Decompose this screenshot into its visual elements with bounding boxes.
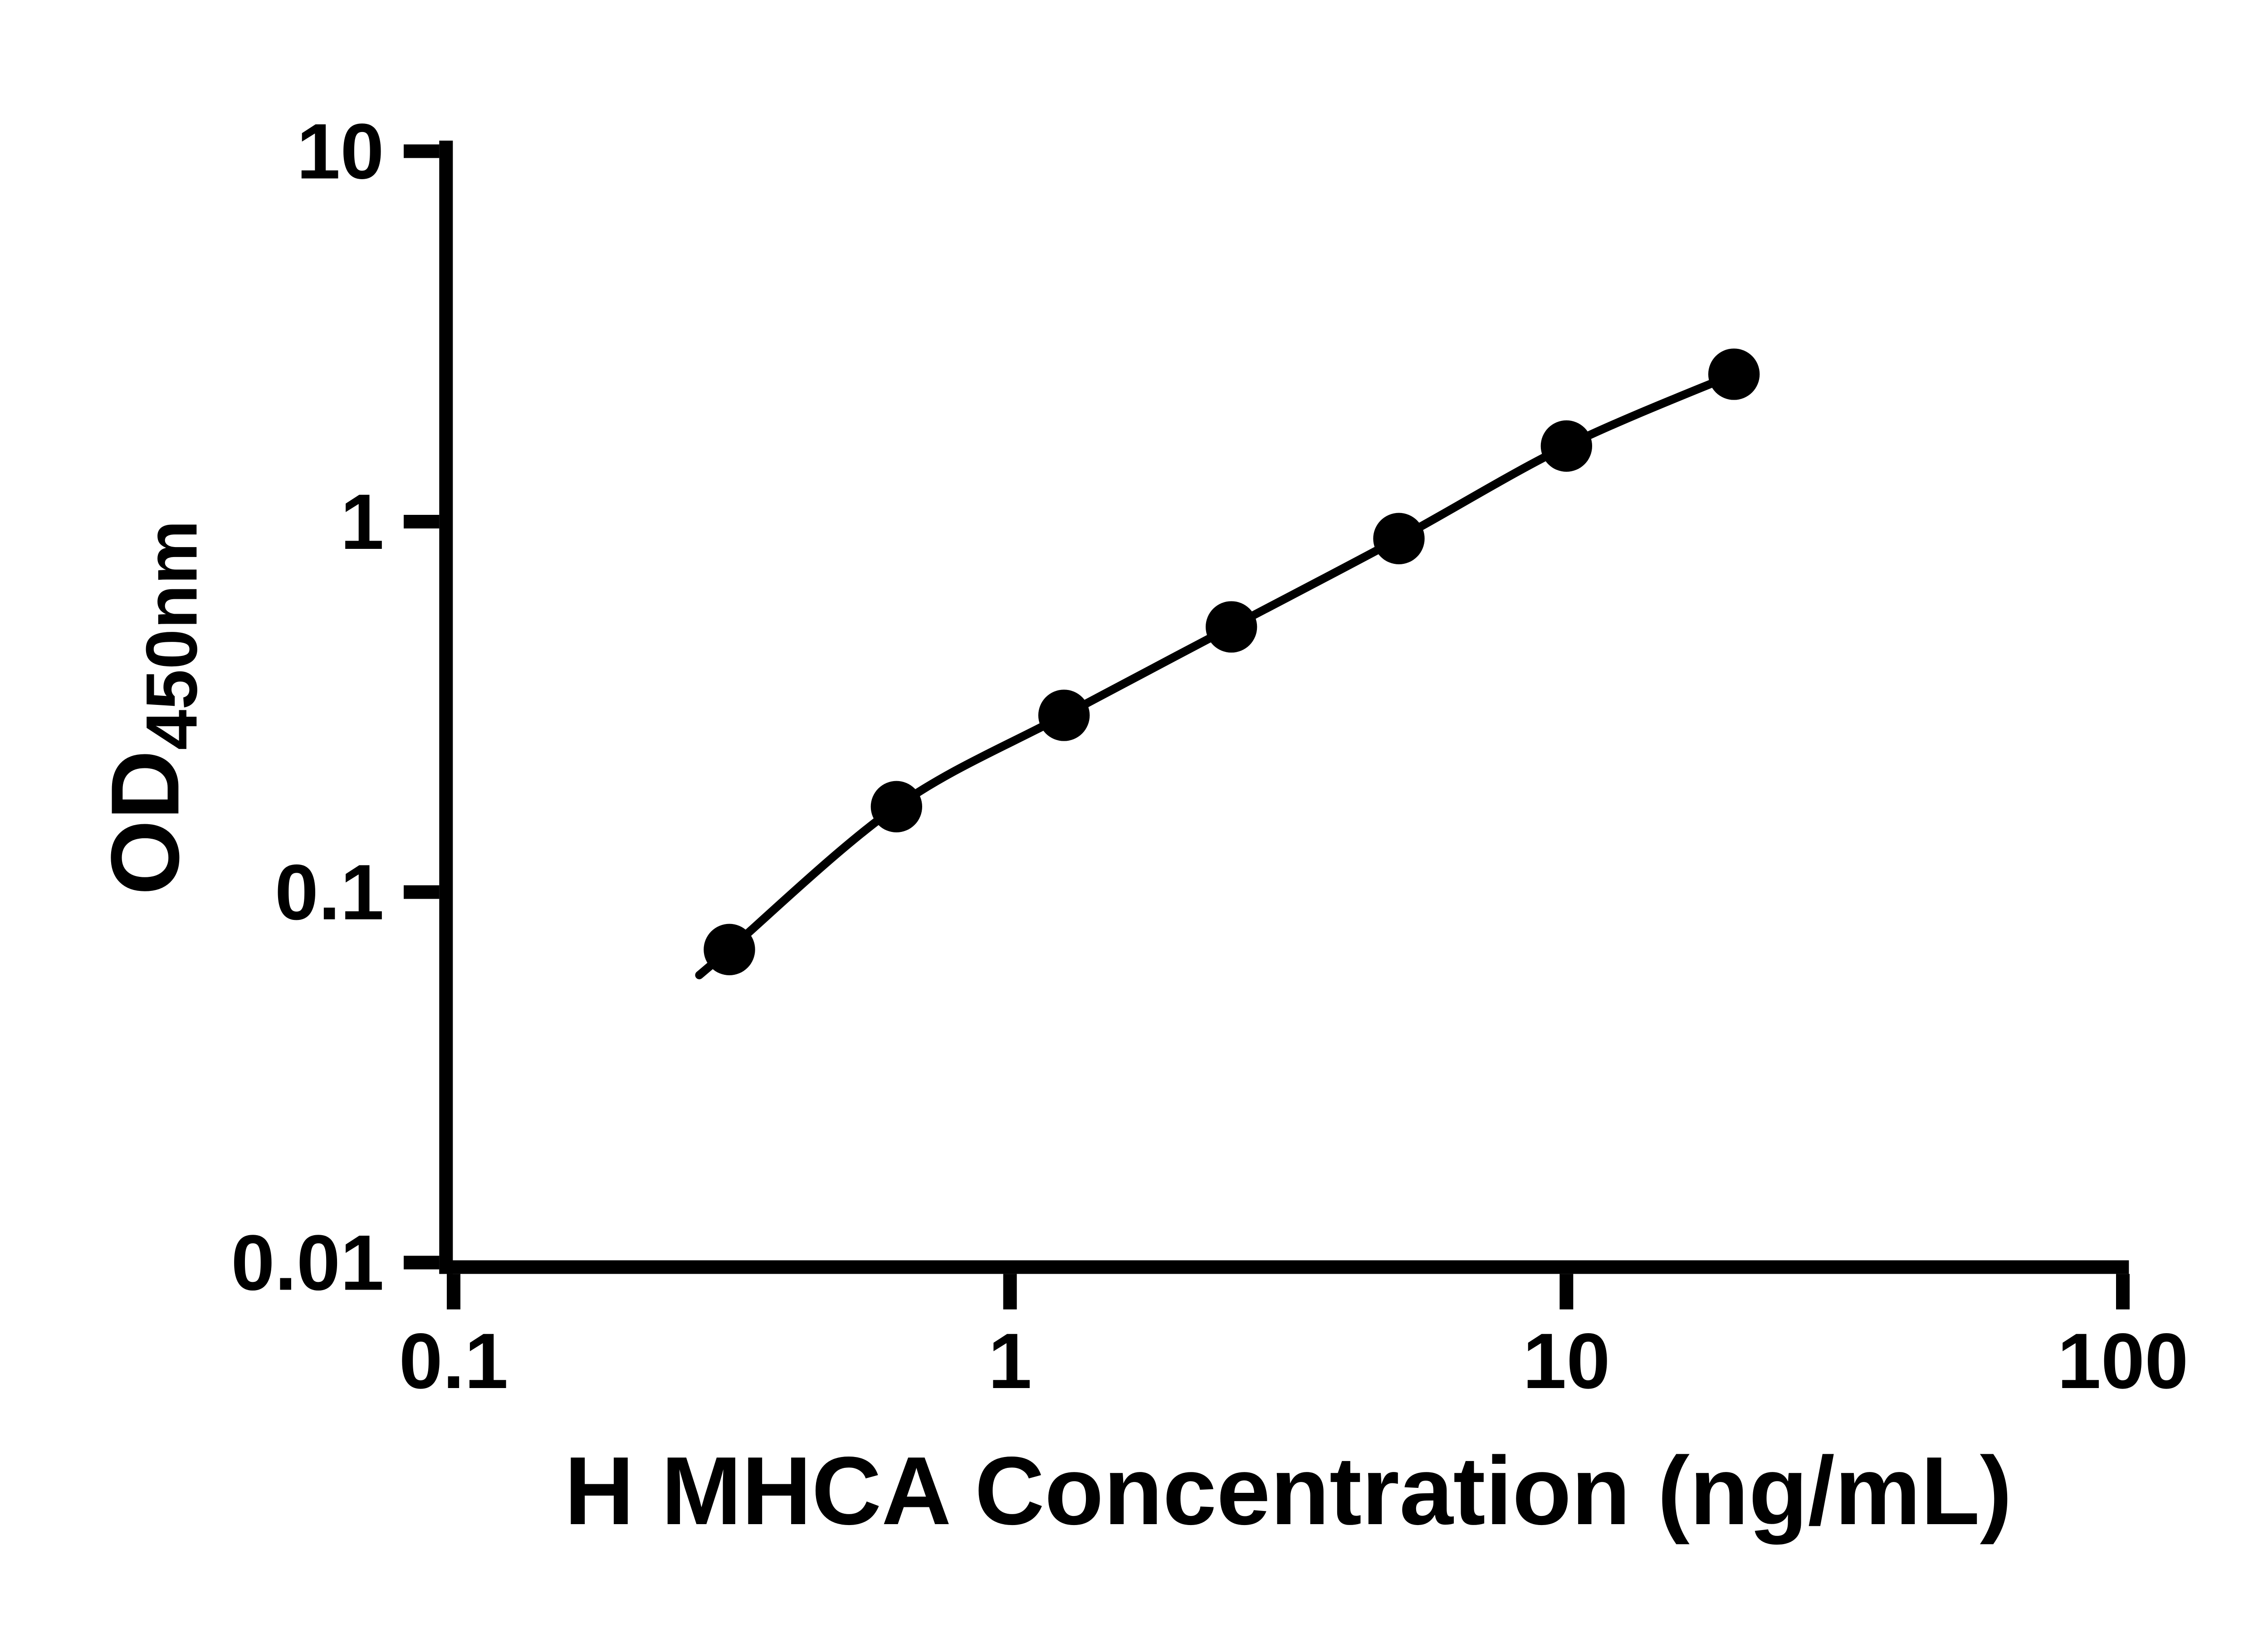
x-axis-ticks: 0.1 1 10 100 bbox=[399, 1274, 2189, 1405]
data-point bbox=[1038, 689, 1090, 741]
data-point bbox=[870, 781, 923, 832]
y-tick-label: 10 bbox=[297, 107, 384, 195]
x-tick-label: 1 bbox=[988, 1317, 1031, 1405]
x-tick-label: 10 bbox=[1523, 1317, 1610, 1405]
y-axis-title: OD450nm bbox=[91, 520, 212, 895]
data-point bbox=[1373, 513, 1425, 564]
y-tick-label: 1 bbox=[340, 478, 384, 566]
x-tick-label: 0.1 bbox=[399, 1317, 508, 1405]
y-tick-label: 0.1 bbox=[275, 848, 384, 936]
y-axis-title-sub: 450nm bbox=[131, 520, 212, 750]
y-tick-label: 0.01 bbox=[231, 1218, 384, 1306]
data-point bbox=[1708, 348, 1760, 400]
y-axis-ticks: 0.01 0.1 1 10 bbox=[231, 107, 440, 1306]
data-point bbox=[1540, 420, 1592, 472]
y-axis-title-main: OD bbox=[91, 750, 199, 895]
data-point bbox=[1206, 601, 1257, 653]
data-point bbox=[704, 924, 755, 975]
series-group bbox=[695, 348, 1760, 979]
x-tick-label: 100 bbox=[2057, 1317, 2188, 1405]
x-axis-title: H MHCA Concentration (ng/mL) bbox=[564, 1437, 2012, 1545]
